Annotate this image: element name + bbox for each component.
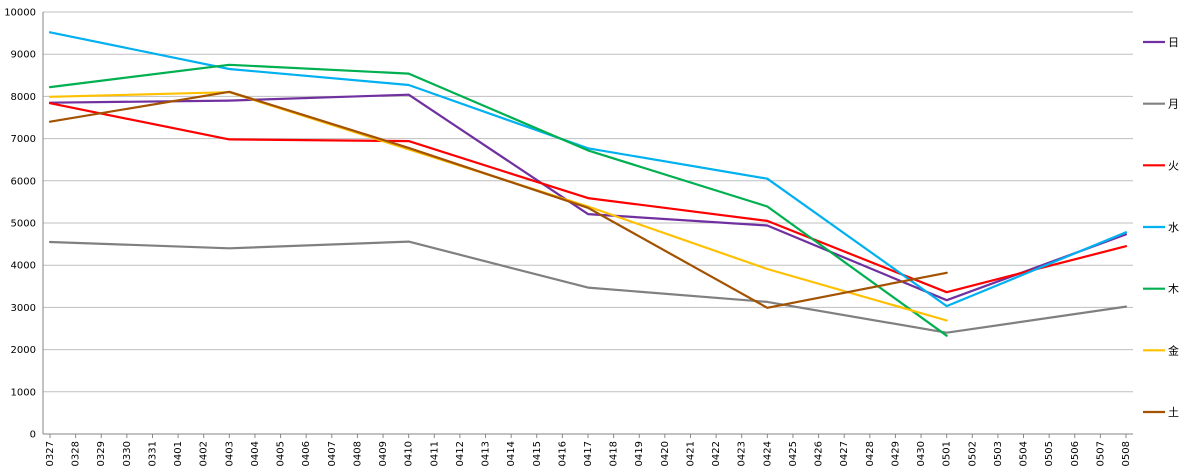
x-tick-label: 0327: [45, 441, 56, 466]
x-tick-label: 0328: [71, 441, 82, 466]
legend-label: 木: [1168, 283, 1179, 296]
x-tick-label: 0410: [404, 441, 415, 466]
x-tick-label: 0404: [250, 441, 261, 466]
series-line-0: [48, 93, 1128, 302]
x-tick-label: 0418: [609, 441, 620, 466]
x-tick-label: 0331: [147, 441, 158, 466]
y-tick-label: 10000: [4, 8, 36, 19]
legend-label: 金: [1168, 343, 1179, 357]
x-tick-label: 0329: [96, 441, 107, 466]
x-tick-label: 0425: [788, 441, 799, 466]
series-line-3: [48, 31, 1128, 308]
y-tick-label: 7000: [11, 134, 36, 145]
x-tick-label: 0407: [327, 441, 338, 466]
x-tick-label: 0430: [916, 441, 927, 466]
x-tick-label: 0421: [685, 441, 696, 466]
series-line-6: [48, 90, 948, 309]
x-tick-label: 0411: [429, 441, 440, 466]
x-tick-label: 0501: [942, 441, 953, 466]
x-tick-label: 0424: [762, 441, 773, 466]
x-tick-label: 0505: [1044, 441, 1055, 466]
y-tick-label: 0: [30, 430, 36, 441]
x-tick-label: 0428: [865, 441, 876, 466]
x-tick-label: 0406: [301, 441, 312, 466]
y-tick-label: 6000: [11, 176, 36, 187]
y-tick-label: 1000: [11, 387, 36, 398]
y-tick-label: 9000: [11, 50, 36, 61]
y-tick-label: 3000: [11, 303, 36, 314]
x-tick-label: 0420: [660, 441, 671, 466]
x-tick-label: 0403: [224, 441, 235, 466]
x-tick-label: 0415: [532, 441, 543, 466]
x-tick-label: 0408: [352, 441, 363, 466]
x-tick-label: 0508: [1121, 441, 1132, 466]
axes: 0 1000 2000 3000 4000 5000 6000 7000 8000 9000 100…: [4, 8, 1133, 466]
x-tick-label: 0423: [737, 441, 748, 466]
x-tick-label: 0503: [993, 441, 1004, 466]
x-tick-label: 0504: [1019, 441, 1030, 466]
series-lines: [48, 31, 1128, 337]
x-tick-label: 0506: [1070, 441, 1081, 466]
legend-label: 月: [1168, 98, 1179, 111]
legend-label: 土: [1168, 406, 1179, 419]
x-tick-label: 0413: [481, 441, 492, 466]
x-tick-label: 0502: [967, 441, 978, 466]
x-tick-label: 0405: [276, 441, 287, 466]
x-tick-label: 0330: [122, 441, 133, 466]
x-tick-label: 0412: [455, 441, 466, 466]
x-tick-label: 0429: [890, 441, 901, 466]
x-tick-label: 0419: [634, 441, 645, 466]
series-line-1: [48, 240, 1128, 334]
x-tick-label: 0414: [506, 441, 517, 466]
y-tick-label: 8000: [11, 92, 36, 103]
x-tick-label: 0401: [173, 441, 184, 466]
legend-label: 水: [1168, 221, 1179, 234]
x-tick-label: 0402: [199, 441, 210, 466]
y-tick-label: 5000: [11, 219, 36, 230]
legend-label: 火: [1168, 159, 1179, 172]
x-tick-label: 0426: [814, 441, 825, 466]
legend-label: 日: [1168, 36, 1179, 49]
series-line-4: [48, 63, 948, 337]
series-line-5: [48, 91, 948, 322]
x-tick-label: 0417: [583, 441, 594, 466]
y-tick-label: 4000: [11, 261, 36, 272]
x-tick-label: 0409: [378, 441, 389, 466]
x-tick-label: 0416: [557, 441, 568, 466]
gridlines: [43, 11, 1133, 393]
x-tick-label: 0427: [839, 441, 850, 466]
y-tick-label: 2000: [11, 345, 36, 356]
x-tick-label: 0507: [1095, 441, 1106, 466]
series-line-2: [48, 102, 1128, 294]
x-tick-label: 0422: [711, 441, 722, 466]
